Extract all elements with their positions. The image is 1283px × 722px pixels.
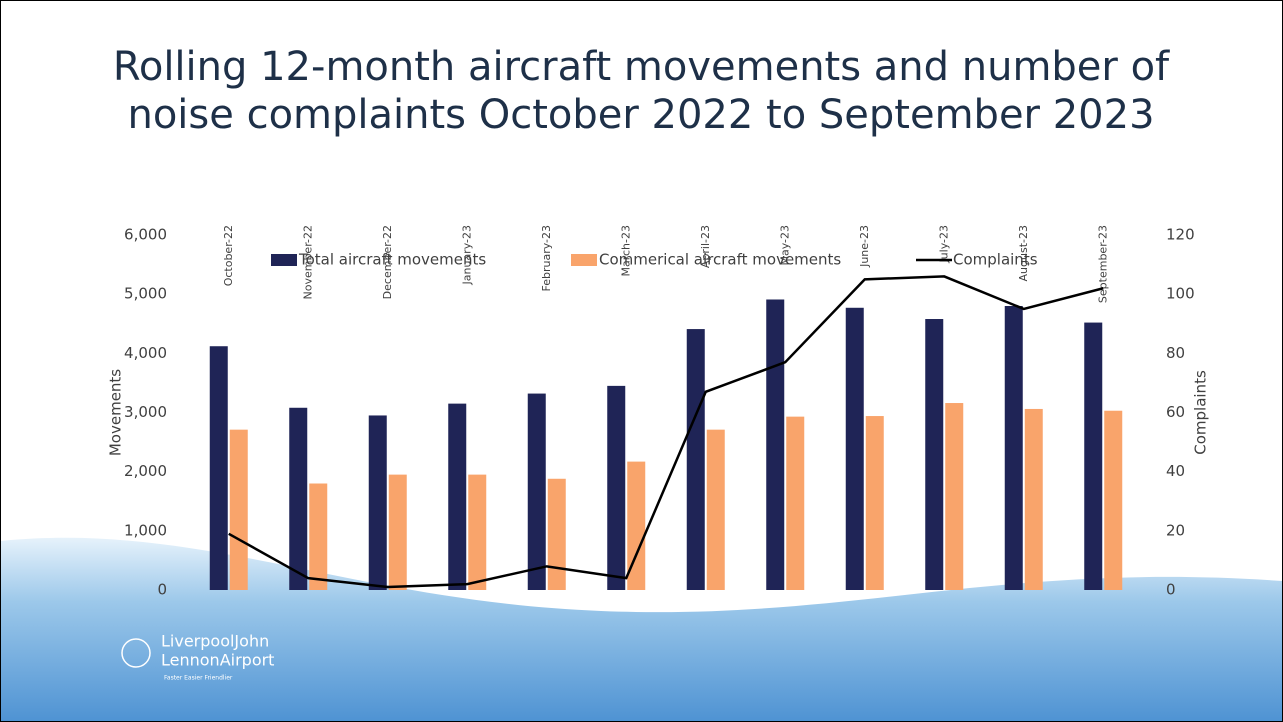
bar (448, 403, 467, 590)
y-tick-label: 1,000 (124, 521, 167, 539)
bar (209, 346, 228, 590)
y2-tick-label: 100 (1166, 285, 1195, 303)
bar (547, 478, 566, 590)
x-tick-label: September-23 (1096, 225, 1109, 303)
y-axis-label: Movements (107, 369, 125, 456)
legend-label: Commerical aircraft movements (599, 251, 841, 269)
x-tick-label: August-23 (1017, 225, 1030, 281)
y-tick-label: 0 (157, 581, 167, 599)
plot: 0 1,000 2,000 3,000 4,000 5,000 6,000 0 20 40 60 80… (107, 225, 1210, 599)
y2-tick-label: 20 (1166, 521, 1185, 539)
y2-tick-label: 60 (1166, 403, 1185, 421)
x-tick-label: March-23 (619, 225, 632, 277)
line (228, 275, 1104, 589)
x-tick-label: October-22 (222, 225, 235, 286)
legend-label: Complaints (953, 251, 1038, 269)
logo-tagline: Faster Easier Friendlier (164, 675, 233, 682)
bar (229, 429, 248, 590)
bar (468, 474, 487, 590)
x-tick-label: November-22 (301, 225, 314, 300)
x-tick-label: June-23 (858, 225, 871, 268)
bar (1084, 322, 1103, 590)
chart-title: Rolling 12-month aircraft movements and … (112, 44, 1170, 138)
y2-tick-label: 40 (1166, 462, 1185, 480)
legend-swatch (271, 254, 297, 266)
logo-line2: LennonAirport (161, 651, 274, 670)
bar (706, 429, 725, 590)
bar (865, 416, 884, 590)
x-tick-label: January-23 (460, 225, 473, 285)
bar (686, 329, 705, 590)
legend-label: Total aircraft movements (298, 251, 486, 269)
y-tick-label: 5,000 (124, 285, 167, 303)
bar (1104, 410, 1123, 590)
logo-icon (121, 638, 151, 668)
y-tick-label: 2,000 (124, 462, 167, 480)
bar (388, 474, 407, 590)
bar (607, 385, 626, 590)
bar (627, 461, 646, 590)
y-tick-label: 3,000 (124, 403, 167, 421)
y2-tick-label: 80 (1166, 344, 1185, 362)
bar (368, 415, 387, 590)
bar (766, 299, 785, 590)
x-tick-label: February-23 (540, 225, 553, 292)
bar (786, 416, 805, 590)
x-tick-label: April-23 (699, 225, 712, 268)
bar (527, 393, 546, 590)
logo-line1: LiverpoolJohn (161, 632, 269, 651)
bar (289, 407, 308, 590)
y-tick-label: 6,000 (124, 226, 167, 244)
y2-tick-label: 0 (1166, 581, 1176, 599)
bar (1004, 306, 1023, 590)
bar (925, 319, 944, 590)
bar (309, 483, 328, 590)
x-tick-label: December-22 (381, 225, 394, 299)
x-tick-label: July-23 (937, 225, 950, 264)
y2-tick-label: 120 (1166, 226, 1195, 244)
y2-axis-label: Complaints (1192, 370, 1210, 455)
bar (845, 307, 864, 590)
bar (1024, 408, 1043, 590)
x-tick-label: May-23 (778, 225, 791, 266)
legend-swatch (571, 254, 597, 266)
bar (945, 403, 964, 590)
y-tick-label: 4,000 (124, 344, 167, 362)
